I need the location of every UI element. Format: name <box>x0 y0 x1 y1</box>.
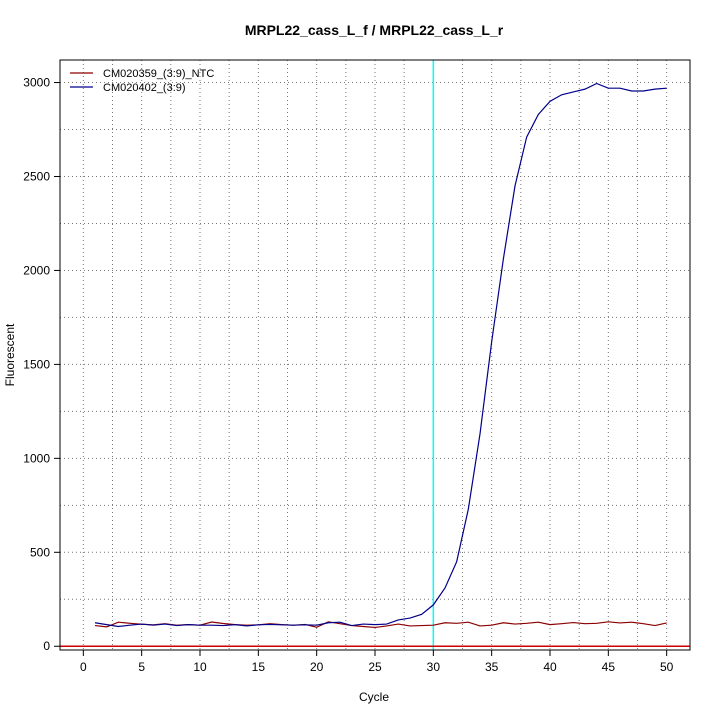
x-tick-label: 0 <box>80 660 87 674</box>
x-tick-label: 30 <box>427 660 441 674</box>
x-tick-label: 45 <box>602 660 616 674</box>
gridlines <box>60 60 690 650</box>
y-tick-label: 1000 <box>23 451 50 465</box>
legend-label-2: CM020402_(3:9) <box>103 82 186 94</box>
y-tick-label: 3000 <box>23 76 50 90</box>
x-tick-label: 40 <box>543 660 557 674</box>
y-tick-label: 2000 <box>23 263 50 277</box>
series-line-2 <box>94 82 667 628</box>
x-axis-title: Cycle <box>359 690 389 704</box>
series-layer <box>94 82 667 629</box>
x-tick-label: 25 <box>368 660 382 674</box>
y-axis-title: Fluorescent <box>3 323 17 386</box>
x-axis: 0 5 10 15 20 25 30 35 40 45 50 <box>80 650 674 674</box>
legend-label-1: CM020359_(3:9)_NTC <box>103 68 214 80</box>
chart-title: MRPL22_cass_L_f / MRPL22_cass_L_r <box>245 22 504 38</box>
y-tick-label: 1500 <box>23 357 50 371</box>
x-tick-label: 35 <box>485 660 499 674</box>
x-tick-label: 5 <box>138 660 145 674</box>
legend: CM020359_(3:9)_NTC CM020402_(3:9) <box>70 68 214 94</box>
x-tick-label: 50 <box>660 660 674 674</box>
x-tick-label: 20 <box>310 660 324 674</box>
y-tick-label: 2500 <box>23 169 50 183</box>
y-tick-label: 500 <box>30 545 50 559</box>
y-tick-label: 0 <box>43 639 50 653</box>
y-axis: 0 500 1000 1500 2000 2500 3000 <box>23 76 60 653</box>
x-tick-label: 15 <box>252 660 266 674</box>
threshold-layer <box>60 60 690 650</box>
x-tick-label: 10 <box>193 660 207 674</box>
